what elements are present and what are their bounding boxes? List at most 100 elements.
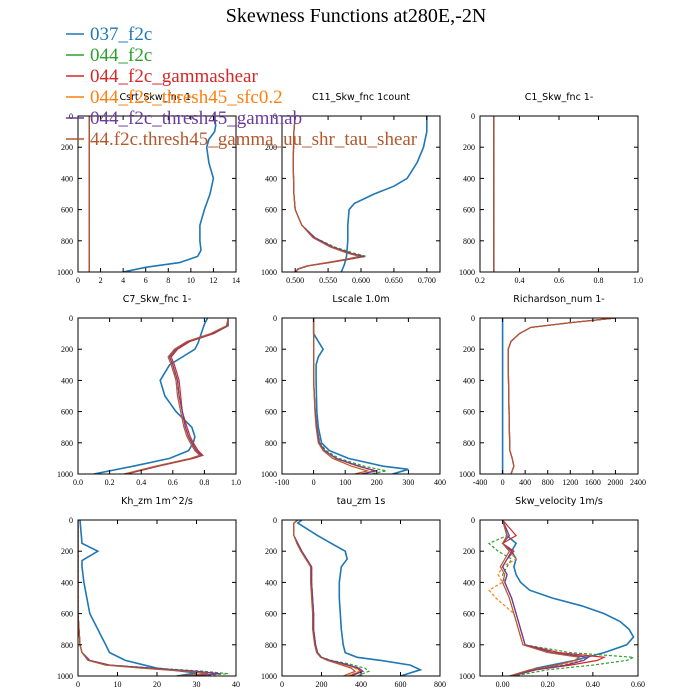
x-tick-label: 4 [121,276,125,285]
plot-frame [77,317,237,475]
x-tick-label: 0.6 [554,276,564,285]
series-line-3 [293,520,363,676]
series-line-2 [487,520,634,676]
series-group [78,520,229,676]
x-tick-label: 0.550 [319,276,337,285]
series-line-1 [93,318,209,474]
y-tick-label: 200 [463,345,475,354]
x-tick-label: 2 [99,276,103,285]
plot-frame [281,519,441,677]
y-tick-label: 800 [265,641,277,650]
y-tick-label: 200 [265,345,277,354]
y-tick-label: 600 [265,610,277,619]
series-line-2 [293,520,371,676]
x-tick-label: 0.00 [496,680,510,689]
plot-frame [479,115,639,273]
y-tick-label: 600 [463,206,475,215]
series-group [293,520,423,676]
series-line-6 [123,318,229,474]
series-group [93,318,229,474]
y-tick-label: 1000 [459,672,475,681]
y-tick-label: 400 [265,578,277,587]
series-line-6 [313,318,370,474]
x-tick-label: 0.700 [418,276,436,285]
panel-title: Richardson_num 1- [513,294,604,305]
series-line-1 [312,318,409,474]
x-tick-label: 800 [542,478,554,487]
y-tick-label: 0 [273,112,277,121]
series-line-4 [488,520,591,676]
x-tick-label: 0.0 [73,478,83,487]
series-line-6 [78,520,209,676]
x-tick-label: 20 [153,680,161,689]
x-tick-label: -100 [275,478,290,487]
x-tick-label: 8 [166,276,170,285]
y-tick-label: 1000 [459,470,475,479]
x-tick-label: 40 [232,680,240,689]
y-tick-label: 200 [463,143,475,152]
series-line-2 [78,520,229,676]
y-tick-label: 400 [265,376,277,385]
x-tick-label: 2400 [630,478,646,487]
y-tick-label: 800 [463,641,475,650]
panel-5: Lscale 1.0m 0 200 400 600 800 1000-100 0 100 200 3… [261,294,446,487]
y-tick-label: 400 [463,174,475,183]
x-tick-label: 0.500 [286,276,304,285]
legend-label: 044_f2c [90,45,152,66]
y-tick-label: 1000 [57,268,73,277]
series-group [312,318,409,474]
legend-item: 037_f2c [66,24,152,45]
series-group [88,116,217,272]
y-tick-label: 200 [265,143,277,152]
legend-label: 037_f2c [90,24,152,45]
x-tick-label: 0.20 [541,680,555,689]
x-tick-label: 400 [519,478,531,487]
panel-title: tau_zm 1s [337,496,386,507]
x-tick-label: 0 [312,478,316,487]
x-tick-label: 0.8 [199,478,209,487]
y-tick-label: 600 [463,610,475,619]
y-tick-label: 0 [273,516,277,525]
x-tick-label: 1200 [562,478,578,487]
legend-label: 044_f2c_gammashear [90,66,258,87]
panel-title: Kh_zm 1m^2/s [121,496,193,507]
series-line-1 [296,520,423,676]
series-line-4 [507,318,616,474]
x-tick-label: 0.4 [136,478,146,487]
y-tick-label: 800 [61,237,73,246]
x-tick-label: 1.0 [231,478,241,487]
panel-9: Skw_velocity 1m/s 0 200 400 600 800 1000 0.00 0.… [459,496,645,689]
panel-title: Lscale 1.0m [332,294,389,305]
panel-6: Richardson_num 1- 0 200 400 600 800 1000-400 0 4… [459,294,646,487]
y-tick-label: 1000 [261,268,277,277]
series-line-1 [122,116,217,272]
y-tick-label: 0 [69,314,73,323]
x-tick-label: 0.40 [586,680,600,689]
figure-title: Skewness Functions at280E,-2N [226,5,487,27]
x-tick-label: 0 [280,680,284,689]
y-tick-label: 0 [273,314,277,323]
x-tick-label: 2000 [607,478,623,487]
x-tick-label: 0.650 [385,276,403,285]
series-line-6 [507,318,616,474]
y-tick-label: 1000 [57,470,73,479]
x-tick-label: 0.8 [594,276,604,285]
y-tick-label: 0 [471,314,475,323]
y-tick-label: 800 [463,439,475,448]
panel-title: C11_Skw_fnc 1count [312,92,410,103]
series-line-1 [79,520,197,676]
series-line-5 [125,318,229,474]
x-tick-label: 400 [434,478,446,487]
x-tick-label: 0.2 [105,478,115,487]
plot-frame [77,115,237,273]
x-tick-label: 0.6 [168,478,178,487]
series-line-4 [293,520,361,676]
series-line-1 [340,116,428,272]
y-tick-label: 200 [265,547,277,556]
legend-item: 044_f2c_gammashear [66,66,258,87]
series-line-6 [292,116,360,272]
